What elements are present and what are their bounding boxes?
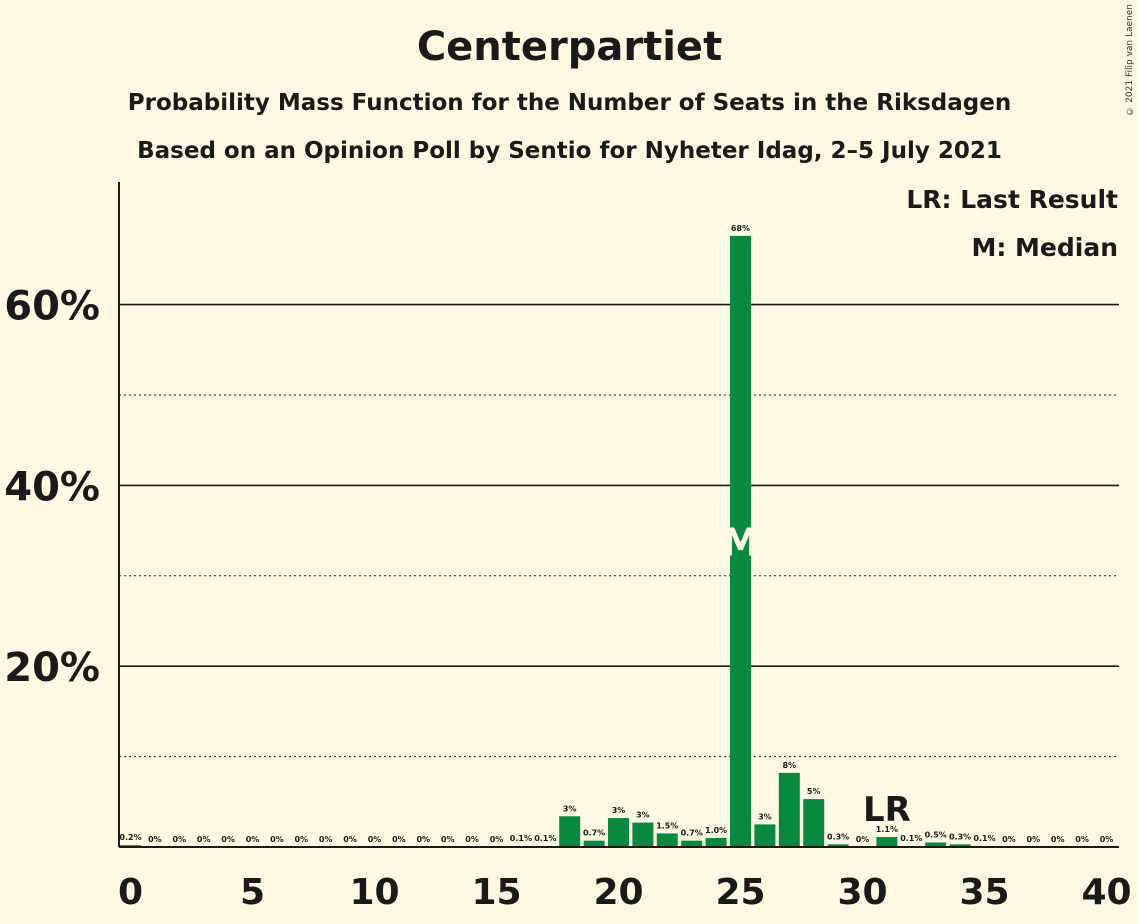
data-label: 0% [1075,835,1089,844]
bar [730,235,751,847]
chart-subtitle: Probability Mass Function for the Number… [127,90,1012,116]
median-marker: M [722,520,760,564]
data-label: 0% [1100,835,1114,844]
y-tick-label: 40% [4,464,100,510]
bar [681,840,703,847]
x-tick-label: 0 [118,872,143,913]
bar [778,772,800,847]
data-label: 8% [783,761,797,770]
data-label: 0% [1027,835,1041,844]
data-label: 0% [343,835,357,844]
data-label: 0.2% [119,833,141,842]
bar [949,844,971,847]
bar [876,837,898,847]
data-label: 0.1% [534,834,556,843]
data-label: 0.1% [973,834,995,843]
data-label: 0% [270,835,284,844]
bar [827,844,849,847]
bar [632,822,654,847]
x-tick-label: 40 [1081,872,1131,913]
data-label: 0.5% [925,830,947,839]
last-result-marker: LR [863,790,911,830]
bar [656,833,678,847]
data-label: 0% [1051,835,1065,844]
data-label: 0.7% [681,829,703,838]
legend-median: M: Median [971,233,1118,262]
data-label: 1.0% [705,826,727,835]
data-label: 0% [1002,835,1016,844]
bar [803,799,825,847]
x-tick-label: 30 [837,872,887,913]
data-label: 0% [465,835,479,844]
data-label: 0% [246,835,260,844]
bar [754,824,776,847]
data-label: 3% [612,806,626,815]
x-tick-label: 5 [240,872,265,913]
legend-last-result: LR: Last Result [906,185,1118,214]
data-label: 3% [636,811,650,820]
bar [559,816,581,847]
y-tick-label: 20% [4,645,100,691]
data-label: 3% [563,804,577,813]
bar [608,818,629,847]
data-label: 0.1% [900,834,922,843]
x-tick-label: 20 [593,872,643,913]
chart-subtitle-source: Based on an Opinion Poll by Sentio for N… [137,138,1002,164]
x-tick-label: 15 [471,872,521,913]
data-label: 0% [441,835,455,844]
data-label: 0% [490,835,504,844]
data-label: 0% [319,835,333,844]
bar [705,837,727,847]
data-label: 0% [197,835,211,844]
y-tick-label: 60% [4,284,100,330]
data-label: 1.5% [656,821,678,830]
x-tick-label: 25 [715,872,765,913]
data-label: 1.1% [876,825,898,834]
data-label: 0% [173,835,187,844]
data-label: 5% [807,787,821,796]
data-label: 3% [758,812,772,821]
data-label: 0% [392,835,406,844]
data-label: 0% [856,835,870,844]
chart-title: Centerpartiet [416,24,723,70]
data-label: 0.1% [510,834,532,843]
data-label: 0.3% [949,832,971,841]
x-tick-label: 10 [349,872,399,913]
data-label: 0% [221,835,235,844]
data-label: 0% [295,835,309,844]
data-label: 0.3% [827,832,849,841]
x-tick-label: 35 [959,872,1009,913]
data-label: 68% [731,224,750,233]
data-label: 0% [368,835,382,844]
bar [583,840,605,847]
data-label: 0.7% [583,829,605,838]
bar [925,842,947,847]
data-label: 0% [417,835,431,844]
data-label: 0% [148,835,162,844]
